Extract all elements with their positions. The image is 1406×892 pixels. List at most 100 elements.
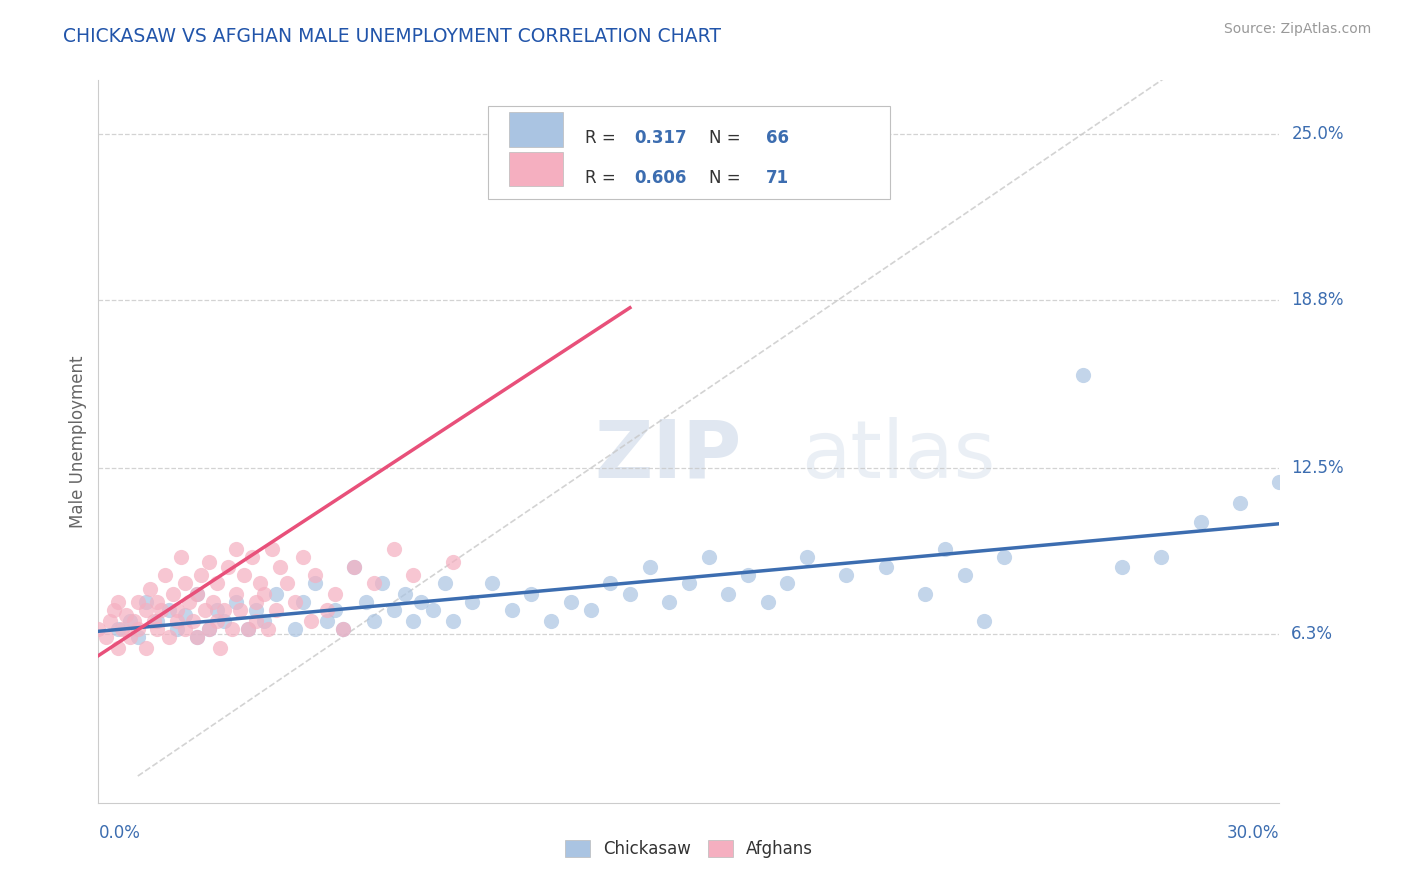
Point xyxy=(276,576,298,591)
Point xyxy=(363,614,385,628)
Point xyxy=(394,587,416,601)
Text: 30.0%: 30.0% xyxy=(1227,824,1279,842)
Point xyxy=(174,608,197,623)
Point xyxy=(177,595,200,609)
Point xyxy=(382,541,405,556)
Point xyxy=(174,576,197,591)
Point xyxy=(315,614,337,628)
Point xyxy=(201,595,224,609)
Point xyxy=(292,549,315,564)
Point xyxy=(146,595,169,609)
Point xyxy=(186,630,208,644)
Point xyxy=(229,603,252,617)
Point xyxy=(127,630,149,644)
Point xyxy=(260,541,283,556)
Point xyxy=(1229,496,1251,510)
Point xyxy=(245,614,267,628)
Point xyxy=(146,622,169,636)
Point xyxy=(214,614,236,628)
Point xyxy=(103,603,125,617)
Point xyxy=(354,595,377,609)
Point xyxy=(217,560,239,574)
Point xyxy=(197,622,219,636)
Point xyxy=(953,568,976,582)
Point xyxy=(118,614,141,628)
Text: N =: N = xyxy=(709,129,747,147)
FancyBboxPatch shape xyxy=(509,152,562,186)
Point xyxy=(253,587,276,601)
Point xyxy=(170,549,193,564)
Point xyxy=(236,622,259,636)
Point xyxy=(107,640,129,655)
Text: R =: R = xyxy=(585,129,621,147)
Point xyxy=(560,595,582,609)
Point xyxy=(146,614,169,628)
Point xyxy=(973,614,995,628)
Point xyxy=(299,614,322,628)
Point xyxy=(343,560,366,574)
Point xyxy=(186,630,208,644)
Point xyxy=(181,614,204,628)
Point xyxy=(150,603,173,617)
Text: 18.8%: 18.8% xyxy=(1291,291,1344,309)
Point xyxy=(240,549,263,564)
Point xyxy=(225,595,247,609)
Point xyxy=(835,568,858,582)
Point xyxy=(186,587,208,601)
Point xyxy=(461,595,484,609)
Point xyxy=(284,622,307,636)
Point xyxy=(332,622,354,636)
Point xyxy=(1071,368,1094,382)
Point xyxy=(520,587,543,601)
Point xyxy=(284,595,307,609)
Text: N =: N = xyxy=(709,169,747,186)
Point xyxy=(737,568,759,582)
Text: Source: ZipAtlas.com: Source: ZipAtlas.com xyxy=(1223,22,1371,37)
Point xyxy=(422,603,444,617)
Point xyxy=(619,587,641,601)
Point xyxy=(107,595,129,609)
Point xyxy=(127,622,149,636)
Point xyxy=(155,568,177,582)
Point xyxy=(776,576,799,591)
Point xyxy=(233,568,256,582)
Point xyxy=(142,614,165,628)
Point xyxy=(402,568,425,582)
Point xyxy=(162,587,184,601)
Point xyxy=(166,622,188,636)
Point xyxy=(441,555,464,569)
Point xyxy=(323,603,346,617)
Point xyxy=(796,549,818,564)
Text: atlas: atlas xyxy=(801,417,995,495)
Point xyxy=(194,603,217,617)
Point xyxy=(756,595,779,609)
Point xyxy=(135,603,157,617)
Point xyxy=(225,541,247,556)
Point xyxy=(157,603,180,617)
Point xyxy=(382,603,405,617)
Point xyxy=(118,630,141,644)
Point xyxy=(371,576,394,591)
Point xyxy=(304,576,326,591)
Point xyxy=(245,595,267,609)
Point xyxy=(1150,549,1173,564)
Point xyxy=(402,614,425,628)
Point xyxy=(678,576,700,591)
Point xyxy=(186,587,208,601)
Point xyxy=(253,614,276,628)
Point xyxy=(914,587,936,601)
Point xyxy=(323,587,346,601)
Point xyxy=(315,603,337,617)
Text: 0.317: 0.317 xyxy=(634,129,688,147)
Point xyxy=(205,576,228,591)
Point xyxy=(638,560,661,574)
Point xyxy=(579,603,602,617)
Point xyxy=(934,541,956,556)
Point xyxy=(292,595,315,609)
Text: 66: 66 xyxy=(766,129,789,147)
Point xyxy=(481,576,503,591)
Point xyxy=(236,622,259,636)
Point xyxy=(197,622,219,636)
Point xyxy=(560,167,582,181)
Point xyxy=(343,560,366,574)
